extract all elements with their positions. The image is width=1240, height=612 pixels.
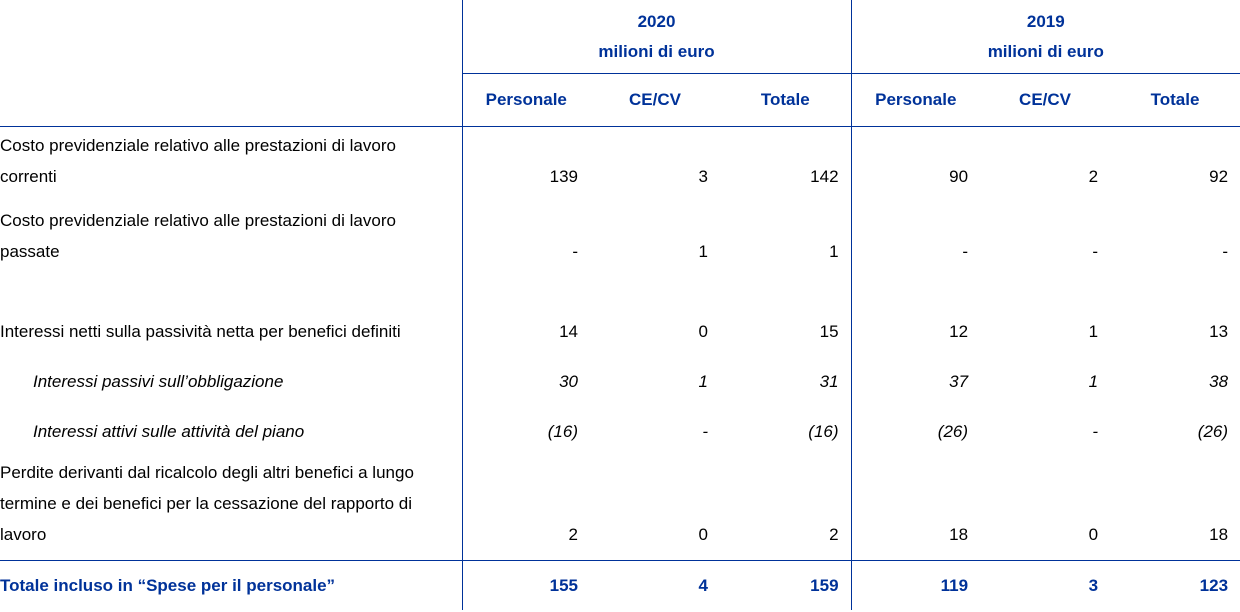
cell-value: 37 [850, 357, 981, 407]
table-row: Costo previdenziale relativo alle presta… [0, 202, 1240, 277]
cell-value: 119 [850, 560, 981, 610]
cell-value: - [461, 202, 590, 277]
cell-value: (16) [461, 407, 590, 457]
cell-value: 14 [461, 277, 590, 357]
table-row: Interessi passivi sull’obbligazione 30 1 31… [0, 357, 1240, 407]
column-header: Totale [1110, 73, 1240, 127]
column-header: CE/CV [980, 73, 1111, 127]
group-header: 2019 milioni di euro [850, 0, 1240, 74]
cell-value: 1 [829, 242, 839, 261]
cell-value: 2 [461, 457, 590, 561]
cell-value: - [1092, 422, 1099, 441]
cell-value: 18 [1209, 525, 1229, 544]
cell-value: 4 [590, 560, 720, 610]
cell-value: 142 [810, 167, 839, 186]
cell-value: - [1092, 242, 1099, 261]
cell-value: 38 [1209, 372, 1229, 391]
table-row: Totale incluso in “Spese per il personal… [0, 560, 1240, 610]
cell-value: 0 [698, 525, 708, 544]
cell-value: 3 [980, 560, 1111, 610]
cell-value: - [850, 202, 981, 277]
cell-value: 13 [1209, 322, 1229, 341]
cell-value: 12 [850, 277, 981, 357]
table-row: Interessi netti sulla passività netta pe… [0, 277, 1240, 357]
cell-value: 92 [1209, 167, 1229, 186]
cell-value: 30 [461, 357, 590, 407]
cell-value: (26) [850, 407, 981, 457]
table-row: Costo previdenziale relativo alle presta… [0, 126, 1240, 202]
cell-value: 155 [461, 560, 590, 610]
column-header: Totale [720, 73, 852, 127]
unit: milioni di euro [598, 41, 715, 61]
row-label: Interessi passivi sull’obbligazione [33, 372, 284, 391]
cell-value: 1 [1088, 372, 1099, 391]
cell-value: 90 [850, 126, 981, 202]
cell-value: 18 [850, 457, 981, 561]
row-label: Totale incluso in “Spese per il personal… [0, 560, 462, 610]
cell-value: 3 [698, 167, 708, 186]
year: 2019 [1026, 11, 1065, 31]
cell-value: 159 [720, 560, 852, 610]
cell-value: 139 [461, 126, 590, 202]
cell-value: 1 [698, 372, 708, 391]
cell-value: 1 [698, 242, 708, 261]
group-header: 2020 milioni di euro [461, 0, 852, 74]
column-header: Personale [850, 73, 981, 127]
cell-value: 0 [1088, 525, 1099, 544]
column-header: CE/CV [590, 73, 720, 127]
cell-value: 15 [819, 322, 839, 341]
cell-value: 123 [1110, 560, 1240, 610]
cell-value: 31 [819, 372, 839, 391]
cell-value: - [1222, 242, 1229, 261]
row-label: Interessi attivi sulle attività del pian… [33, 422, 305, 441]
year: 2020 [637, 11, 676, 31]
column-header: Personale [461, 73, 590, 127]
row-label: Interessi netti sulla passività netta pe… [0, 322, 401, 341]
cell-value: 1 [1088, 322, 1099, 341]
table-row: Interessi attivi sulle attività del pian… [0, 407, 1240, 457]
unit: milioni di euro [987, 41, 1104, 61]
cell-value: 2 [1088, 167, 1099, 186]
table-row: Perdite derivanti dal ricalcolo degli al… [0, 457, 1240, 561]
cell-value: (26) [1197, 422, 1229, 441]
cell-value: 2 [829, 525, 839, 544]
cell-value: - [702, 422, 708, 441]
row-label: Costo previdenziale relativo alle presta… [0, 211, 396, 261]
row-label: Costo previdenziale relativo alle presta… [0, 136, 396, 186]
cell-value: (16) [808, 422, 839, 441]
cell-value: 0 [698, 322, 708, 341]
row-label: Perdite derivanti dal ricalcolo degli al… [0, 463, 414, 544]
